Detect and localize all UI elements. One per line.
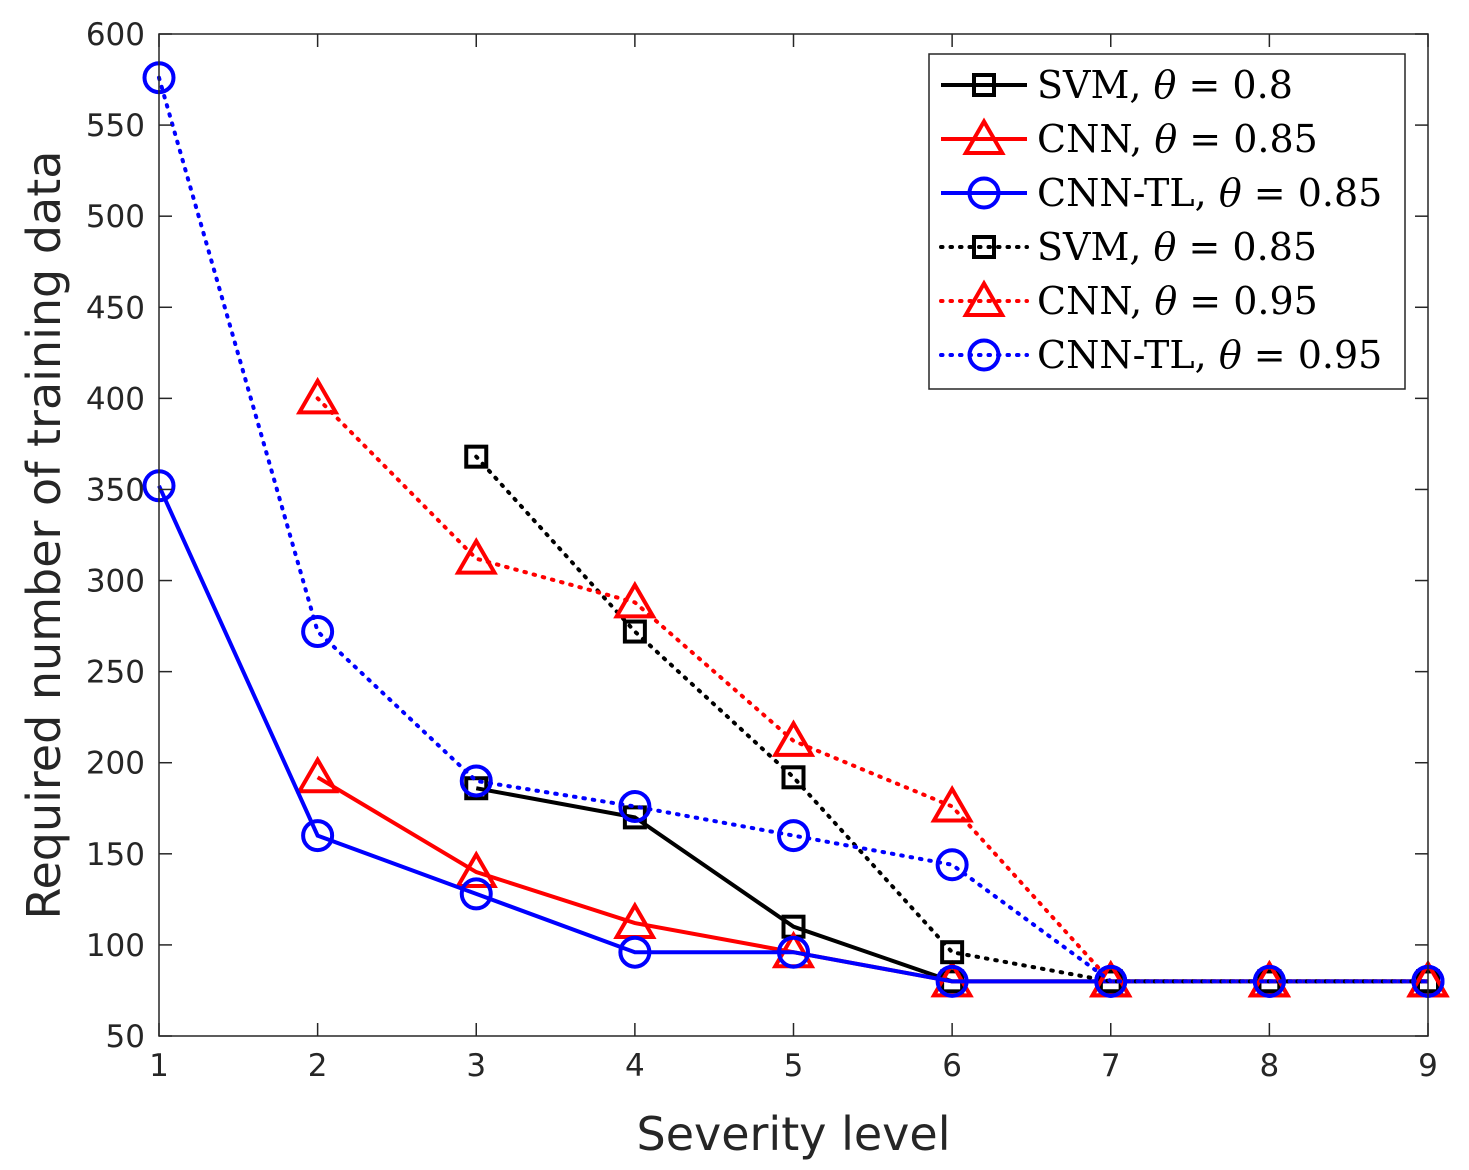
y-axis-title: Required number of training data bbox=[17, 151, 71, 920]
data-point bbox=[618, 789, 652, 823]
y-tick-label: 600 bbox=[86, 17, 145, 53]
data-point bbox=[295, 376, 340, 415]
axis-tick-labels: 1 2 3 4 5 6 7 8 9 50 100 150 200 250 300 350 400 450 500 55… bbox=[86, 17, 1438, 1084]
series-6 bbox=[142, 61, 1445, 998]
y-tick-label: 50 bbox=[106, 1019, 145, 1055]
data-point bbox=[781, 765, 806, 790]
x-tick-label: 2 bbox=[308, 1048, 328, 1084]
legend-label: CNN-TL, θ = 0.85 bbox=[1037, 171, 1382, 215]
legend-label-value: = 0.95 bbox=[1242, 333, 1383, 377]
data-point bbox=[454, 850, 498, 889]
data-point bbox=[1094, 964, 1128, 998]
x-tick-label: 4 bbox=[625, 1048, 645, 1084]
series-layer bbox=[142, 61, 1450, 998]
data-point bbox=[464, 776, 489, 801]
data-point bbox=[464, 444, 489, 469]
legend-label-theta: θ bbox=[1219, 333, 1242, 377]
legend-label: CNN, θ = 0.95 bbox=[1037, 279, 1318, 323]
legend-label-theta: θ bbox=[1154, 117, 1177, 161]
legend-marker bbox=[972, 235, 996, 259]
legend-label-theta: θ bbox=[1219, 171, 1242, 215]
data-point bbox=[459, 877, 493, 911]
series-6-line bbox=[157, 75, 1430, 984]
legend-label-value: = 0.85 bbox=[1176, 225, 1317, 269]
legend-label-theta: θ bbox=[1154, 279, 1177, 323]
legend-label-model: CNN-TL, bbox=[1037, 333, 1219, 377]
y-tick-label: 100 bbox=[86, 928, 145, 964]
legend-label-value: = 0.85 bbox=[1242, 171, 1383, 215]
y-tick-label: 300 bbox=[86, 564, 145, 600]
legend-item-3: CNN-TL, θ = 0.85 bbox=[941, 171, 1382, 215]
data-point bbox=[940, 940, 965, 965]
legend-label-value: = 0.95 bbox=[1177, 279, 1318, 323]
legend-label-model: CNN, bbox=[1037, 117, 1154, 161]
data-point bbox=[930, 784, 974, 823]
data-point bbox=[618, 935, 652, 969]
x-tick-label: 9 bbox=[1418, 1048, 1438, 1084]
data-point bbox=[935, 848, 969, 882]
x-axis-title: Severity level bbox=[637, 1107, 951, 1161]
x-tick-label: 8 bbox=[1260, 1048, 1280, 1084]
y-tick-label: 400 bbox=[86, 381, 145, 417]
legend-marker bbox=[967, 338, 1001, 372]
legend-label-value: = 0.85 bbox=[1177, 117, 1318, 161]
data-point bbox=[1252, 964, 1286, 998]
data-point bbox=[295, 755, 340, 794]
legend-label-model: CNN-TL, bbox=[1037, 171, 1219, 215]
y-tick-label: 500 bbox=[86, 199, 145, 235]
data-point bbox=[622, 619, 647, 644]
legend-item-4: SVM, θ = 0.85 bbox=[939, 225, 1317, 269]
legend-marker bbox=[967, 176, 1001, 210]
data-point bbox=[613, 580, 657, 619]
x-tick-label: 1 bbox=[149, 1048, 169, 1084]
axis-ticks bbox=[158, 33, 1429, 1037]
data-point bbox=[777, 819, 810, 853]
legend-label-theta: θ bbox=[1154, 63, 1177, 107]
data-point bbox=[777, 935, 810, 969]
legend-item-1: SVM, θ = 0.8 bbox=[941, 63, 1293, 107]
data-point bbox=[771, 719, 816, 757]
y-tick-label: 450 bbox=[86, 290, 145, 326]
legend-label: CNN-TL, θ = 0.95 bbox=[1037, 333, 1382, 377]
legend-label: CNN, θ = 0.85 bbox=[1037, 117, 1318, 161]
legend-label-model: SVM, bbox=[1037, 225, 1154, 269]
legend-label-model: SVM, bbox=[1037, 63, 1154, 107]
legend-item-6: CNN-TL, θ = 0.95 bbox=[939, 333, 1382, 377]
legend-marker bbox=[962, 279, 1006, 317]
data-point bbox=[935, 964, 969, 998]
x-tick-label: 3 bbox=[466, 1048, 486, 1084]
x-tick-label: 6 bbox=[942, 1048, 962, 1084]
data-point bbox=[301, 819, 335, 853]
legend-item-2: CNN, θ = 0.85 bbox=[941, 117, 1318, 161]
legend-label: SVM, θ = 0.8 bbox=[1037, 63, 1293, 107]
y-tick-label: 150 bbox=[86, 837, 145, 873]
data-point bbox=[459, 764, 493, 798]
x-tick-label: 7 bbox=[1101, 1048, 1121, 1084]
legend-box bbox=[928, 53, 1406, 390]
y-tick-label: 200 bbox=[86, 746, 145, 782]
data-point bbox=[454, 537, 498, 575]
legend-item-5: CNN, θ = 0.95 bbox=[939, 279, 1318, 323]
legend-marker bbox=[972, 73, 996, 97]
x-tick-label: 5 bbox=[784, 1048, 804, 1084]
legend-label-value: = 0.8 bbox=[1176, 63, 1292, 107]
legend-label: SVM, θ = 0.85 bbox=[1037, 225, 1317, 269]
y-tick-label: 250 bbox=[86, 655, 145, 691]
legend-label-theta: θ bbox=[1154, 225, 1177, 269]
data-point bbox=[301, 615, 335, 649]
y-tick-label: 550 bbox=[86, 108, 145, 144]
y-tick-label: 350 bbox=[86, 472, 145, 508]
legend-label-model: CNN, bbox=[1037, 279, 1154, 323]
legend-marker bbox=[962, 117, 1006, 155]
